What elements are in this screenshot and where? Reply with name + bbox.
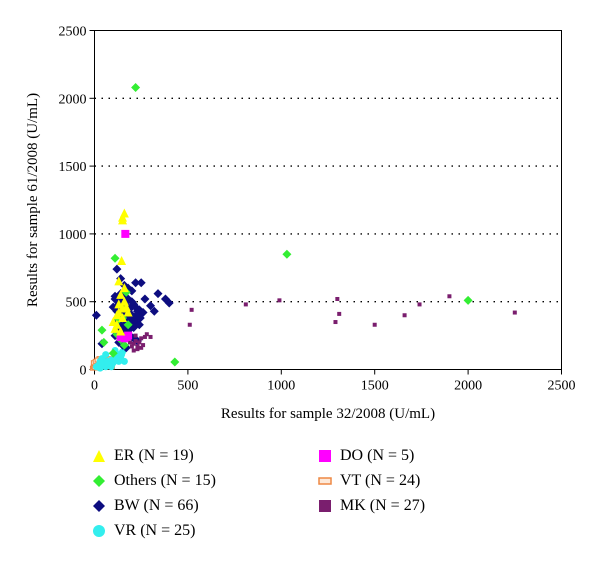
x-axis-title: Results for sample 32/2008 (U/mL) (221, 406, 435, 422)
x-tick-label: 1500 (361, 379, 389, 394)
x-tick-label: 2000 (454, 379, 482, 394)
data-point (144, 332, 149, 337)
series-mk (127, 294, 517, 353)
data-point (139, 336, 144, 341)
data-point (417, 302, 422, 307)
data-point (112, 264, 122, 274)
data-point (116, 326, 126, 336)
data-point (141, 343, 146, 348)
series-er (108, 208, 133, 336)
data-point (120, 357, 128, 365)
data-point (108, 317, 118, 327)
data-point (333, 320, 338, 325)
data-point (140, 294, 150, 304)
y-tick-label: 500 (66, 296, 87, 311)
y-tick-label: 2000 (59, 92, 87, 107)
data-point (114, 276, 124, 286)
data-point (123, 320, 133, 330)
data-point (133, 339, 138, 344)
y-axis-title: Results for sample 61/2008 (U/mL) (25, 93, 41, 307)
data-point (107, 363, 115, 371)
data-point (148, 334, 153, 339)
data-point (127, 340, 132, 345)
data-point (447, 294, 452, 299)
data-point (135, 344, 140, 349)
data-point (127, 297, 137, 307)
data-point (119, 283, 129, 293)
data-point (99, 337, 109, 347)
y-tick-label: 1500 (59, 160, 87, 175)
data-point (277, 298, 282, 303)
data-point (131, 348, 136, 353)
data-point (108, 348, 118, 358)
data-point (131, 278, 141, 288)
data-point (131, 341, 136, 346)
data-point (187, 322, 192, 327)
x-tick-label: 0 (91, 379, 98, 394)
y-tick-label: 2500 (59, 25, 87, 40)
data-point (243, 302, 248, 307)
axis-ticks: 0 500 1000 1500 2000 2500 0 500 1000 1500 2000 2500 (59, 25, 576, 394)
gridlines (94, 97, 562, 303)
data-point (121, 229, 130, 238)
data-point (136, 278, 146, 288)
data-point (164, 298, 174, 308)
data-point (335, 296, 340, 301)
data-point (142, 334, 147, 339)
data-point (118, 351, 126, 359)
data-point (131, 82, 141, 92)
plot-frame (94, 30, 562, 370)
data-point (189, 307, 194, 312)
x-tick-label: 500 (177, 379, 198, 394)
data-point (97, 325, 107, 335)
data-point (170, 357, 180, 367)
data-point (118, 312, 128, 322)
data-point (102, 351, 110, 359)
data-point (512, 310, 517, 315)
series-vr (92, 347, 128, 372)
data-point (337, 311, 342, 316)
series-do (116, 229, 133, 343)
data-point (117, 256, 127, 266)
data-point (137, 340, 142, 345)
data-point (123, 307, 133, 317)
data-point (153, 289, 163, 299)
data-point (463, 295, 473, 305)
data-point (135, 313, 145, 323)
data-point (114, 307, 124, 317)
x-tick-label: 2500 (548, 379, 576, 394)
data-point (135, 347, 140, 352)
y-tick-label: 1000 (59, 228, 87, 243)
data-point (112, 319, 122, 329)
data-point (149, 306, 159, 316)
data-point (146, 301, 156, 311)
data-point (110, 253, 120, 263)
series-others (97, 82, 473, 367)
data-point (402, 313, 407, 318)
data-point (372, 322, 377, 327)
data-point (124, 331, 133, 340)
x-tick-label: 1000 (267, 379, 295, 394)
data-points (89, 82, 517, 372)
data-point (119, 340, 129, 350)
data-point (282, 249, 292, 259)
data-point (139, 345, 144, 350)
y-tick-label: 0 (80, 364, 87, 379)
data-point (129, 344, 134, 349)
data-point (91, 310, 101, 320)
data-point (96, 357, 104, 365)
data-point (118, 212, 128, 222)
data-point (133, 333, 138, 338)
data-point (112, 356, 120, 364)
data-point (116, 289, 126, 299)
data-point (114, 299, 124, 309)
